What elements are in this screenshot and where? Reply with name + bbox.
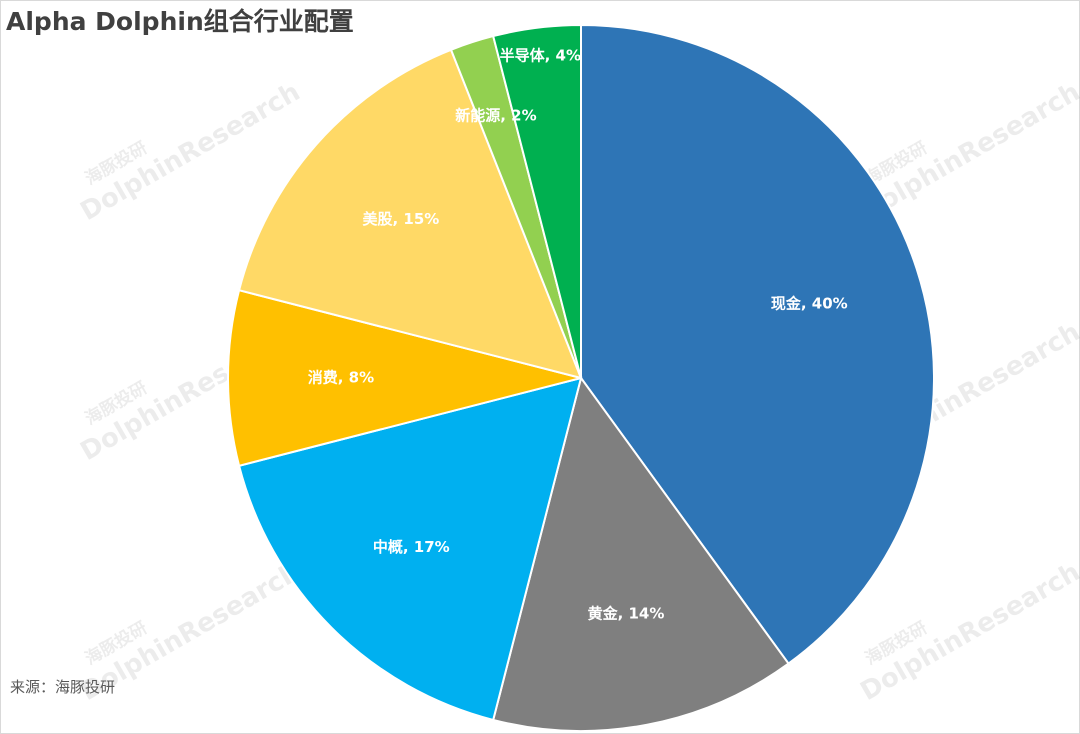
pie-slice xyxy=(237,48,583,380)
pie-slice xyxy=(226,288,582,468)
data-label: 消费, 8% xyxy=(308,369,374,387)
chart-title: Alpha Dolphin组合行业配置 xyxy=(6,7,354,36)
data-label: 新能源, 2% xyxy=(455,107,536,125)
pie-slice xyxy=(237,376,583,722)
data-label: 现金, 40% xyxy=(771,294,848,312)
pie: 现金, 40% 黄金, 14% 中概, 17% 消费, 8% 美股, 15% 新能源, 2… xyxy=(226,23,935,732)
source: 来源：海豚投研 xyxy=(10,678,115,696)
pie-slice xyxy=(491,375,790,732)
data-label: 半导体, 4% xyxy=(500,46,581,64)
pie-slice xyxy=(491,23,582,379)
data-label: 美股, 15% xyxy=(363,210,440,228)
data-label: 黄金, 14% xyxy=(588,604,665,622)
pie-slice xyxy=(580,23,935,665)
data-label: 中概, 17% xyxy=(373,538,450,556)
